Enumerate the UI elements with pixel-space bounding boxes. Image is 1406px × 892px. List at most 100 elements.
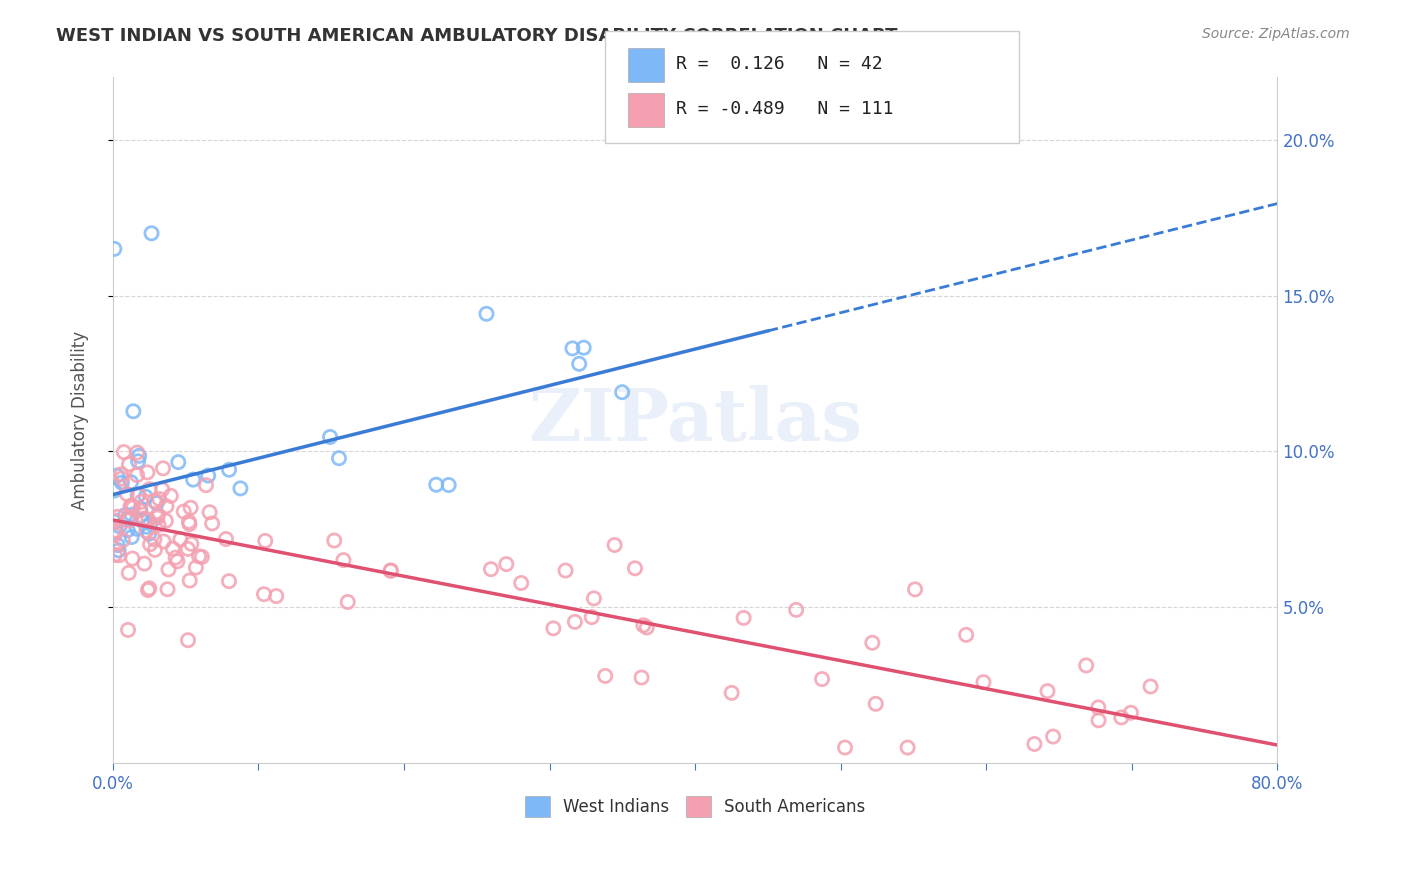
Point	[108, 519, 131, 533]
Point	[860, 636, 883, 650]
Point	[146, 508, 169, 522]
Point	[127, 488, 149, 502]
Point	[972, 675, 994, 690]
Point	[479, 562, 502, 576]
Text: WEST INDIAN VS SOUTH AMERICAN AMBULATORY DISABILITY CORRELATION CHART: WEST INDIAN VS SOUTH AMERICAN AMBULATORY…	[56, 27, 898, 45]
Point	[139, 516, 162, 531]
Point	[131, 514, 153, 528]
Point	[323, 533, 346, 548]
Point	[114, 508, 136, 522]
Point	[229, 482, 252, 496]
Point	[127, 454, 149, 468]
Point	[136, 512, 159, 526]
Point	[138, 482, 160, 496]
Point	[336, 595, 359, 609]
Point	[134, 557, 156, 571]
Point	[166, 554, 188, 568]
Point	[121, 508, 143, 522]
Point	[135, 519, 157, 533]
Point	[380, 564, 402, 578]
Point	[1111, 710, 1133, 724]
Text: R =  0.126   N = 42: R = 0.126 N = 42	[676, 55, 883, 73]
Point	[127, 488, 149, 502]
Point	[475, 307, 498, 321]
Point	[510, 576, 533, 591]
Point	[117, 510, 139, 524]
Text: ZIPatlas: ZIPatlas	[529, 384, 862, 456]
Point	[121, 530, 143, 544]
Point	[581, 610, 603, 624]
Point	[141, 227, 163, 241]
Point	[543, 621, 565, 635]
Point	[152, 534, 174, 549]
Point	[156, 582, 179, 597]
Point	[215, 532, 238, 546]
Point	[197, 468, 219, 483]
Point	[603, 538, 626, 552]
Point	[138, 582, 160, 596]
Point	[111, 471, 134, 485]
Point	[136, 582, 159, 597]
Text: R = -0.489   N = 111: R = -0.489 N = 111	[676, 100, 894, 118]
Point	[117, 514, 139, 528]
Point	[105, 468, 128, 483]
Point	[254, 533, 277, 548]
Point	[624, 561, 647, 575]
Point	[143, 494, 166, 508]
Point	[152, 461, 174, 475]
Point	[437, 478, 460, 492]
Point	[572, 341, 595, 355]
Point	[218, 574, 240, 589]
Point	[720, 686, 742, 700]
Point	[218, 463, 240, 477]
Point	[117, 623, 139, 637]
Point	[108, 549, 131, 563]
Point	[129, 502, 152, 516]
Point	[105, 524, 128, 538]
Point	[104, 515, 127, 529]
Point	[425, 477, 447, 491]
Point	[120, 475, 142, 490]
Point	[134, 511, 156, 525]
Point	[148, 491, 170, 506]
Point	[264, 589, 287, 603]
Point	[253, 587, 276, 601]
Point	[188, 549, 211, 564]
Point	[105, 509, 128, 524]
Point	[135, 524, 157, 538]
Point	[129, 495, 152, 509]
Point	[1087, 700, 1109, 714]
Point	[103, 483, 125, 498]
Point	[177, 515, 200, 529]
Point	[177, 633, 200, 648]
Point	[173, 505, 195, 519]
Point	[897, 740, 920, 755]
Point	[201, 516, 224, 531]
Point	[1036, 684, 1059, 698]
Point	[582, 591, 605, 606]
Point	[104, 528, 127, 542]
Point	[1119, 706, 1142, 720]
Point	[181, 473, 204, 487]
Point	[165, 550, 187, 565]
Point	[143, 533, 166, 547]
Point	[159, 489, 181, 503]
Point	[180, 537, 202, 551]
Point	[148, 517, 170, 532]
Point	[139, 537, 162, 551]
Point	[955, 628, 977, 642]
Point	[127, 468, 149, 483]
Point	[117, 523, 139, 537]
Point	[145, 496, 167, 510]
Point	[155, 500, 177, 514]
Point	[179, 516, 201, 531]
Point	[128, 503, 150, 517]
Point	[633, 618, 655, 632]
Y-axis label: Ambulatory Disability: Ambulatory Disability	[72, 331, 89, 510]
Point	[834, 740, 856, 755]
Point	[904, 582, 927, 597]
Point	[593, 669, 616, 683]
Point	[865, 697, 887, 711]
Point	[143, 542, 166, 557]
Point	[198, 505, 221, 519]
